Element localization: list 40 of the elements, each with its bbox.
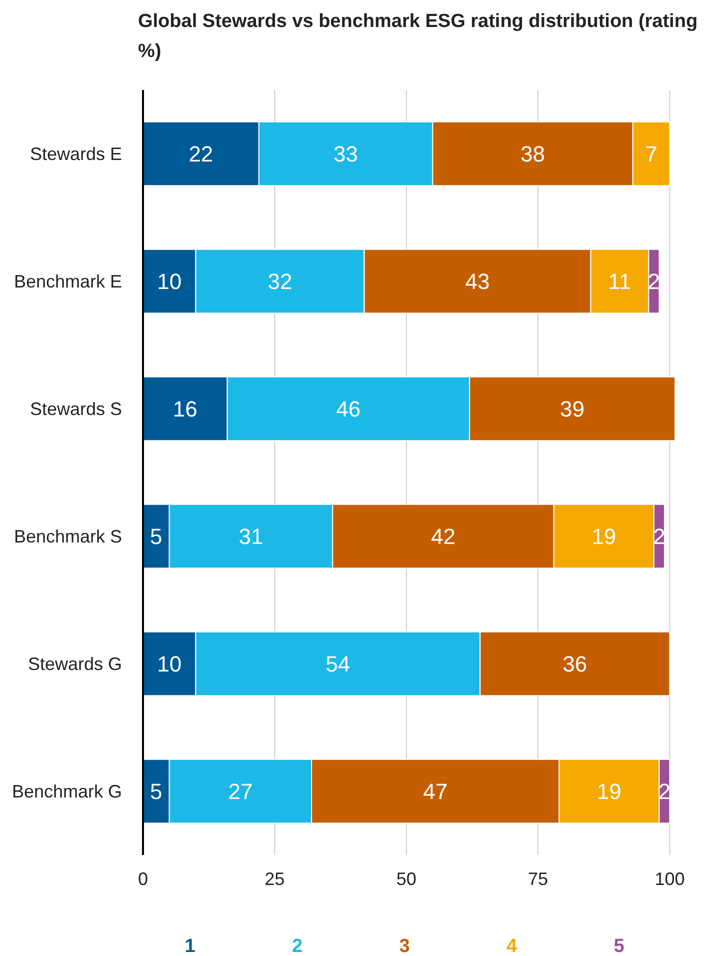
data-label: 47 bbox=[423, 778, 448, 804]
data-label: 10 bbox=[157, 268, 182, 294]
data-label: 5 bbox=[150, 778, 162, 804]
text: 5 bbox=[614, 936, 625, 956]
data-label: 5 bbox=[150, 524, 162, 549]
data-label: 7 bbox=[645, 141, 658, 166]
text: 4 bbox=[506, 936, 518, 956]
y-tick-label: Benchmark E bbox=[14, 272, 122, 292]
data-label: 38 bbox=[520, 141, 546, 166]
chart-title: Global Stewards vs benchmark ESG rating distribution (rating %) bbox=[138, 11, 698, 62]
data-label: 11 bbox=[608, 268, 632, 294]
data-label: 22 bbox=[188, 141, 214, 166]
data-label: 39 bbox=[560, 396, 585, 422]
text: 2 bbox=[292, 936, 303, 956]
data-label: 2 bbox=[658, 778, 671, 804]
data-label: 32 bbox=[268, 268, 292, 294]
x-tick-label: 75 bbox=[528, 869, 548, 889]
y-tick-label: Stewards S bbox=[30, 399, 122, 420]
data-label: 19 bbox=[592, 524, 616, 549]
data-label: 10 bbox=[157, 651, 182, 676]
y-tick-label: Benchmark S bbox=[14, 526, 122, 547]
text: 3 bbox=[399, 936, 410, 956]
x-tick-label: 100 bbox=[654, 869, 685, 889]
data-label: 42 bbox=[430, 524, 456, 549]
data-label: 43 bbox=[465, 268, 490, 294]
x-tick-label: 25 bbox=[264, 869, 285, 889]
data-label: 19 bbox=[596, 778, 622, 804]
data-label: 27 bbox=[228, 778, 253, 804]
text: 1 bbox=[184, 936, 196, 956]
data-label: 33 bbox=[334, 141, 358, 166]
data-label: 16 bbox=[172, 396, 198, 422]
y-tick-label: Stewards G bbox=[28, 654, 122, 674]
x-tick-label: 50 bbox=[396, 869, 416, 889]
y-tick-label: Stewards E bbox=[30, 144, 122, 164]
x-tick-label: 0 bbox=[138, 869, 148, 889]
y-tick-label: Benchmark G bbox=[12, 782, 122, 802]
data-label: 36 bbox=[562, 651, 588, 676]
data-label: 31 bbox=[238, 524, 264, 549]
data-label: 54 bbox=[326, 651, 350, 676]
data-label: 46 bbox=[336, 396, 361, 422]
